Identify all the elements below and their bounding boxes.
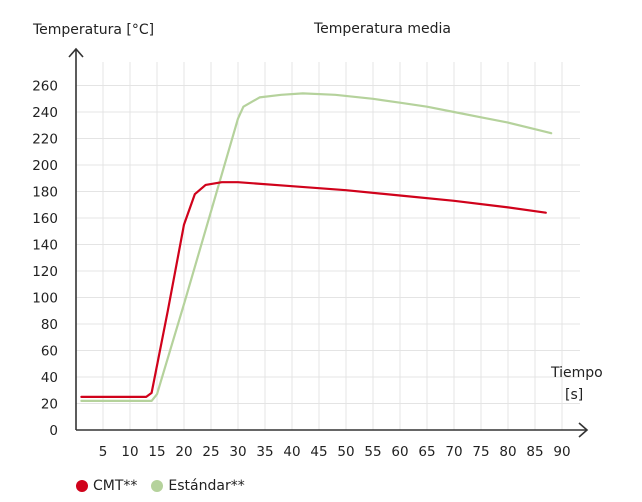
y-tick-label: 40 [41, 370, 58, 386]
legend-item-estandar: Estándar** [151, 478, 245, 494]
x-axis-arrow [578, 422, 589, 438]
y-tick-label: 180 [32, 185, 58, 201]
legend-item-cmt: CMT** [76, 478, 137, 494]
legend-swatch-estandar [151, 480, 164, 492]
x-tick-label: 65 [418, 444, 435, 460]
legend-label-estandar: Estándar** [168, 478, 245, 494]
y-tick-label: 200 [32, 158, 58, 174]
axes [68, 47, 589, 438]
x-tick-label: 30 [229, 444, 246, 460]
x-tick-label: 10 [121, 444, 138, 460]
y-axis-arrow [68, 47, 84, 58]
chart-title: Temperatura media [313, 21, 451, 37]
y-tick-label: 220 [32, 132, 58, 148]
legend-label-cmt: CMT** [93, 478, 138, 494]
series-line-estandar [80, 92, 553, 402]
y-tick-label: 20 [41, 397, 58, 413]
x-tick-label: 70 [445, 444, 462, 460]
x-axis-unit: [s] [565, 387, 583, 403]
x-tick-label: 75 [472, 444, 489, 460]
y-tick-label: 260 [32, 79, 58, 95]
x-tick-label: 40 [283, 444, 300, 460]
x-tick-label: 80 [499, 444, 516, 460]
series-line-cmt [80, 181, 547, 398]
y-tick-label: 60 [41, 344, 58, 360]
x-tick-label: 90 [553, 444, 570, 460]
x-tick-label: 60 [391, 444, 408, 460]
x-tick-label: 5 [99, 444, 108, 460]
x-tick-label: 20 [175, 444, 192, 460]
tick-labels: 0 20 40 60 80 100 120 140 160 180 200 220 240 260 5 10 1… [32, 79, 570, 461]
x-tick-label: 15 [148, 444, 165, 460]
x-tick-label: 45 [310, 444, 327, 460]
y-tick-label: 240 [32, 105, 58, 121]
x-tick-label: 50 [337, 444, 354, 460]
y-tick-label: 160 [32, 211, 58, 227]
x-tick-label: 85 [526, 444, 543, 460]
y-tick-label: 120 [32, 264, 58, 280]
y-tick-label: 80 [41, 317, 58, 333]
legend-swatch-cmt [76, 480, 88, 492]
x-axis-label: Tiempo [550, 365, 603, 381]
y-axis-label: Temperatura [°C] [32, 22, 154, 38]
y-tick-label: 100 [32, 291, 58, 307]
y-tick-label: 140 [32, 238, 58, 254]
x-tick-label: 25 [202, 444, 219, 460]
y-tick-label: 0 [49, 423, 58, 439]
legend: CMT** Estándar** [76, 478, 245, 494]
grid [76, 62, 580, 430]
x-tick-label: 35 [256, 444, 273, 460]
series-lines [80, 92, 553, 402]
x-tick-label: 55 [364, 444, 381, 460]
